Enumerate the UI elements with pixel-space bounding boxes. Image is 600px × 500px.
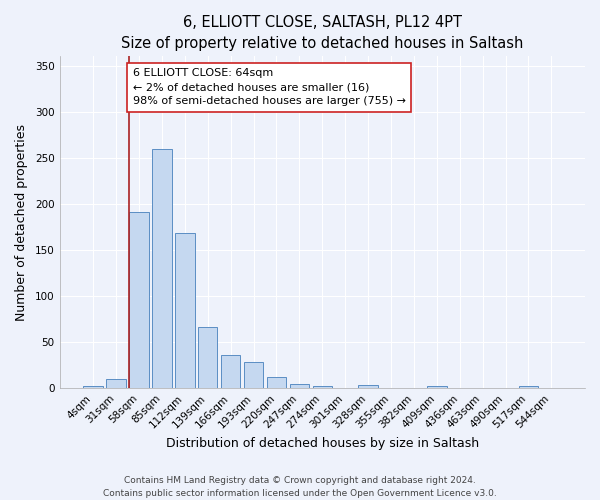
Bar (198, 328, 217, 388)
Bar (175, 234, 194, 388)
Y-axis label: Number of detached properties: Number of detached properties (15, 124, 28, 321)
Bar (129, 212, 149, 388)
Bar (313, 386, 332, 388)
Bar (519, 386, 538, 388)
Title: 6, ELLIOTT CLOSE, SALTASH, PL12 4PT
Size of property relative to detached houses: 6, ELLIOTT CLOSE, SALTASH, PL12 4PT Size… (121, 15, 523, 51)
X-axis label: Distribution of detached houses by size in Saltash: Distribution of detached houses by size … (166, 437, 479, 450)
Bar (106, 379, 126, 388)
Bar (244, 362, 263, 388)
Bar (83, 386, 103, 388)
Bar (267, 378, 286, 388)
Bar (427, 386, 446, 388)
Bar (221, 355, 241, 388)
Bar (358, 384, 378, 388)
Bar (290, 384, 309, 388)
Text: 6 ELLIOTT CLOSE: 64sqm
← 2% of detached houses are smaller (16)
98% of semi-deta: 6 ELLIOTT CLOSE: 64sqm ← 2% of detached … (133, 68, 406, 106)
Text: Contains HM Land Registry data © Crown copyright and database right 2024.
Contai: Contains HM Land Registry data © Crown c… (103, 476, 497, 498)
Bar (152, 150, 172, 388)
